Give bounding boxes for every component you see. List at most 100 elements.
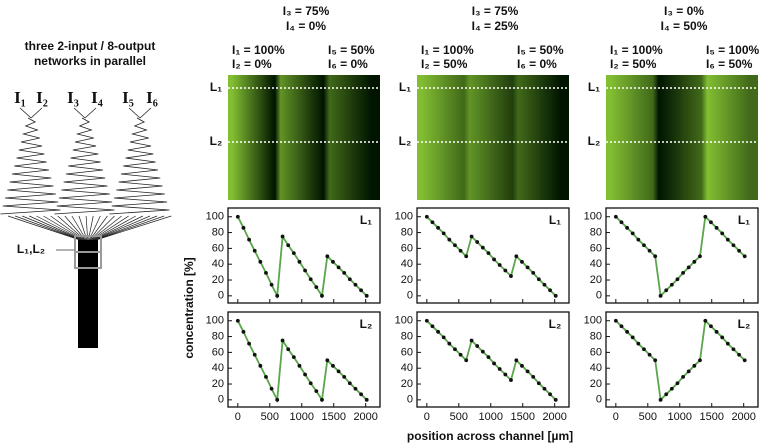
x-tick-label: 1500 <box>510 411 534 423</box>
y-tick-label: 20 <box>401 274 413 286</box>
data-point <box>531 271 536 275</box>
y-axis-label: concentration [%] <box>182 257 196 358</box>
y-tick-label: 0 <box>596 394 602 406</box>
data-point <box>331 259 335 264</box>
data-point <box>269 282 274 287</box>
data-point <box>359 288 363 293</box>
y-tick-label: 40 <box>401 258 413 270</box>
data-point <box>709 324 713 329</box>
output-channel <box>29 215 83 241</box>
fluorescence-image <box>417 75 569 200</box>
data-point <box>469 234 474 239</box>
header-right: I₆ = 0% <box>517 57 557 71</box>
data-point <box>464 358 469 363</box>
data-point <box>503 372 508 377</box>
data-point <box>453 243 457 248</box>
data-point <box>737 248 741 253</box>
data-point <box>458 248 463 253</box>
data-point <box>464 254 469 259</box>
input-label: I₃ <box>67 88 79 107</box>
data-point <box>658 293 663 298</box>
header-top: I₃ = 75% <box>472 4 519 18</box>
data-point <box>264 375 268 379</box>
data-point <box>347 277 352 282</box>
input-channel <box>84 107 97 119</box>
data-point <box>503 268 508 273</box>
data-point <box>486 355 491 360</box>
output-channel <box>7 215 81 241</box>
data-point <box>619 324 624 329</box>
x-tick-label: 1500 <box>321 411 345 423</box>
data-point <box>714 225 719 230</box>
y-tick-label: 40 <box>212 362 224 374</box>
y-tick-label: 80 <box>590 330 602 342</box>
x-tick-label: 0 <box>424 411 430 423</box>
data-point <box>252 248 257 253</box>
data-point <box>280 234 285 239</box>
x-tick-label: 500 <box>450 411 468 423</box>
data-point <box>280 338 285 343</box>
network-tree <box>54 117 115 215</box>
data-point <box>536 381 541 386</box>
y-tick-label: 80 <box>212 226 224 238</box>
x-tick-label: 2000 <box>542 411 566 423</box>
data-point <box>669 386 674 391</box>
y-tick-label: 100 <box>395 315 413 327</box>
fluorescence-image <box>228 75 380 200</box>
data-point <box>497 263 502 267</box>
profile-label: L₂ <box>738 317 751 331</box>
data-point <box>320 397 324 402</box>
data-point <box>536 277 541 282</box>
data-point <box>447 237 452 242</box>
y-tick-label: 60 <box>401 242 413 254</box>
input-channel <box>139 107 152 119</box>
data-point <box>331 363 335 368</box>
x-tick-label: 2000 <box>731 411 755 423</box>
data-point <box>308 277 313 282</box>
data-point <box>647 248 652 253</box>
data-point <box>658 397 663 402</box>
data-point <box>686 369 691 374</box>
data-point <box>669 282 674 287</box>
input-channel <box>128 107 141 119</box>
data-point <box>436 329 440 334</box>
y-tick-label: 80 <box>590 226 602 238</box>
data-point <box>235 214 240 219</box>
y-tick-label: 0 <box>596 290 602 302</box>
data-point <box>692 363 697 368</box>
header-left: I₁ = 100% <box>610 43 663 57</box>
input-label: I₂ <box>36 88 48 107</box>
data-point <box>424 318 429 323</box>
data-point <box>342 375 347 379</box>
data-point <box>714 329 719 334</box>
header-right: I₅ = 100% <box>706 43 760 57</box>
profile-label: L₁ <box>360 213 372 227</box>
data-point <box>642 243 646 248</box>
plot-frame <box>416 207 570 304</box>
y-tick-label: 0 <box>407 290 413 302</box>
y-tick-label: 80 <box>401 226 413 238</box>
x-tick-label: 1000 <box>479 411 503 423</box>
image-label: L₁ <box>588 80 600 94</box>
header-right: I₅ = 50% <box>517 43 564 57</box>
header-top: I₄ = 50% <box>661 19 708 33</box>
data-point <box>286 347 291 352</box>
image-label: L₁ <box>210 80 222 94</box>
plot-frame <box>227 207 381 304</box>
data-point <box>675 277 680 282</box>
data-point <box>447 341 452 346</box>
profile-label: L₂ <box>360 317 373 331</box>
header-top: I₃ = 75% <box>283 4 330 18</box>
outlet-label: L₁,L₂ <box>17 242 45 256</box>
fluorescence-image <box>606 75 758 200</box>
data-point <box>725 341 730 346</box>
data-point <box>469 338 474 343</box>
data-point <box>247 341 251 346</box>
data-point <box>664 288 669 293</box>
y-tick-label: 40 <box>401 362 413 374</box>
data-point <box>303 268 307 273</box>
x-tick-label: 2000 <box>353 411 377 423</box>
data-point <box>275 293 280 298</box>
data-point <box>247 237 251 242</box>
data-point <box>297 363 302 368</box>
